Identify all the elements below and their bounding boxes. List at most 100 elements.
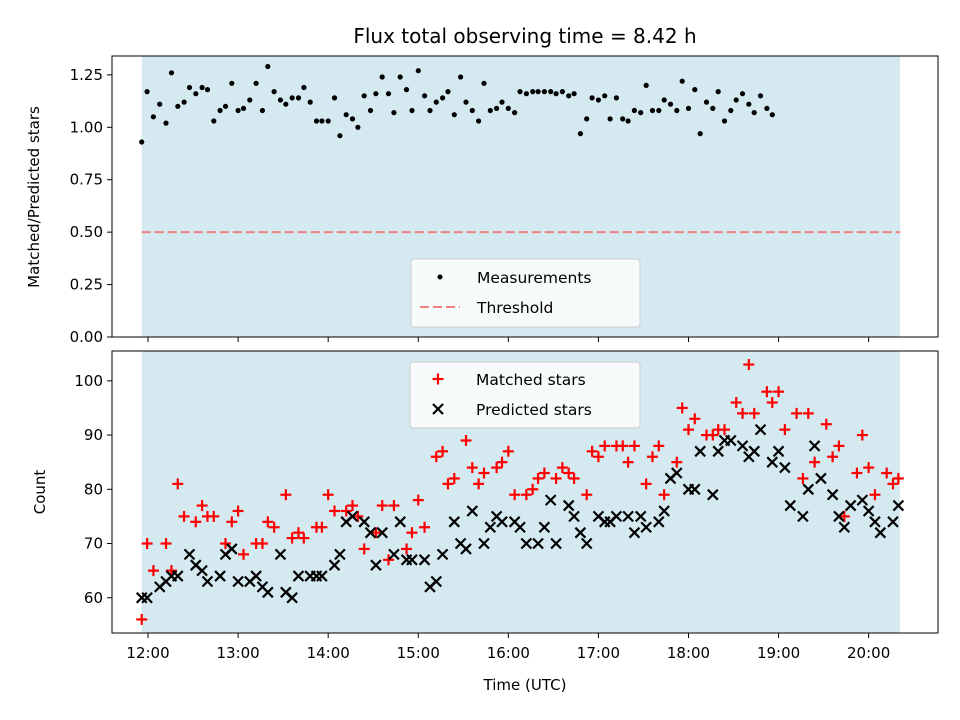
measurement-point xyxy=(523,91,530,97)
top-y-tick-label: 0.50 xyxy=(70,223,103,241)
bottom-legend: Matched stars Predicted stars xyxy=(409,361,641,429)
top-y-ticks: 0.00 0.25 0.50 0.75 1.00 1.25 xyxy=(70,66,112,346)
bottom-x-tick-label: 19:00 xyxy=(757,644,800,662)
predicted-star-point xyxy=(574,526,587,539)
predicted-star-point xyxy=(358,516,370,528)
measurement-point xyxy=(511,110,518,116)
measurement-point xyxy=(175,103,181,109)
matched-star-point xyxy=(370,527,382,539)
measurement-point xyxy=(379,74,385,80)
predicted-star-point xyxy=(418,554,431,566)
matched-star-point xyxy=(340,505,352,517)
predicted-star-point xyxy=(286,591,298,604)
measurement-point xyxy=(433,99,439,105)
predicted-star-point xyxy=(226,543,238,555)
measurement-point xyxy=(769,112,775,118)
matched-star-point xyxy=(563,467,575,479)
bottom-x-ticks: 12:00 13:00 14:00 15:00 16:00 17:00 18:00 19:00… xyxy=(126,633,890,662)
matched-star-point xyxy=(827,451,839,463)
matched-star-point xyxy=(473,478,485,490)
measurement-point xyxy=(530,89,536,95)
matched-star-point xyxy=(820,418,832,430)
matched-star-point xyxy=(358,543,370,555)
predicted-star-point xyxy=(460,543,472,555)
measurement-point xyxy=(584,116,590,122)
measurement-point xyxy=(535,89,541,95)
predicted-star-point xyxy=(833,510,845,523)
measurement-point xyxy=(728,107,734,114)
bottom-x-tick-label: 13:00 xyxy=(216,644,259,662)
matched-star-point xyxy=(779,424,791,436)
measurement-point xyxy=(295,95,302,101)
matched-star-point xyxy=(646,451,658,463)
matched-star-point xyxy=(743,359,755,371)
measurement-point xyxy=(313,118,320,124)
predicted-star-point xyxy=(779,461,791,474)
matched-star-point xyxy=(478,467,490,479)
matched-star-point xyxy=(737,407,749,419)
bottom-x-tick-label: 14:00 xyxy=(307,644,350,662)
predicted-star-point xyxy=(844,499,857,512)
predicted-star-point xyxy=(562,499,575,512)
predicted-star-point xyxy=(622,510,634,523)
measurement-point xyxy=(679,78,685,84)
predicted-star-point xyxy=(712,445,724,458)
measurement-point xyxy=(403,87,410,93)
predicted-star-point xyxy=(214,570,226,582)
matched-star-point xyxy=(226,516,238,528)
matched-star-point xyxy=(256,538,268,550)
matched-star-point xyxy=(491,462,503,474)
measurement-point xyxy=(463,99,469,105)
matched-star-point xyxy=(640,478,652,490)
measurement-point xyxy=(307,99,313,105)
legend-marker-matched-stars xyxy=(432,373,444,385)
matched-star-point xyxy=(791,407,803,419)
measurement-point xyxy=(643,82,649,88)
measurement-point xyxy=(385,91,392,97)
measurement-point xyxy=(325,118,331,124)
measurement-point xyxy=(607,116,613,122)
bottom-y-tick-label: 60 xyxy=(84,589,103,607)
matched-star-point xyxy=(136,613,148,625)
measurement-point xyxy=(277,97,283,103)
predicted-star-point xyxy=(274,548,287,561)
measurement-point xyxy=(656,107,662,114)
matched-star-point xyxy=(509,489,521,501)
measurement-point xyxy=(253,80,259,86)
legend-label-matched-stars: Matched stars xyxy=(476,371,586,389)
measurement-point xyxy=(367,107,374,114)
matched-star-point xyxy=(881,467,893,479)
measurement-point xyxy=(391,110,397,116)
matched-star-point xyxy=(347,500,359,512)
measurement-point xyxy=(373,91,379,97)
top-legend: Measurements Threshold xyxy=(410,258,641,328)
measurement-point xyxy=(271,89,277,95)
measurement-point xyxy=(631,107,638,114)
predicted-star-point xyxy=(448,516,461,528)
measurement-point xyxy=(476,118,482,124)
predicted-star-point xyxy=(671,467,683,479)
measurement-point xyxy=(361,93,367,99)
measurement-point xyxy=(553,91,559,97)
matched-star-point xyxy=(376,500,388,512)
measurement-point xyxy=(186,84,193,91)
matched-star-point xyxy=(190,516,202,528)
top-y-tick-label: 0.00 xyxy=(70,328,103,346)
matched-star-point xyxy=(556,462,568,474)
legend-marker-measurements xyxy=(437,274,443,280)
matched-star-point xyxy=(496,456,508,468)
measurement-point xyxy=(692,87,698,93)
predicted-star-point xyxy=(141,591,153,604)
matched-star-point xyxy=(538,467,550,479)
matched-star-point xyxy=(383,554,395,566)
matched-star-point xyxy=(286,532,298,544)
matched-star-point xyxy=(280,489,292,501)
predicted-star-point xyxy=(334,548,346,561)
measurement-point xyxy=(427,107,433,114)
measurement-point xyxy=(150,114,156,120)
predicted-star-point xyxy=(430,575,443,588)
bottom-plot-frame xyxy=(111,350,939,634)
measurement-point xyxy=(697,131,703,137)
measurement-point xyxy=(685,105,692,111)
predicted-star-point xyxy=(689,483,701,496)
